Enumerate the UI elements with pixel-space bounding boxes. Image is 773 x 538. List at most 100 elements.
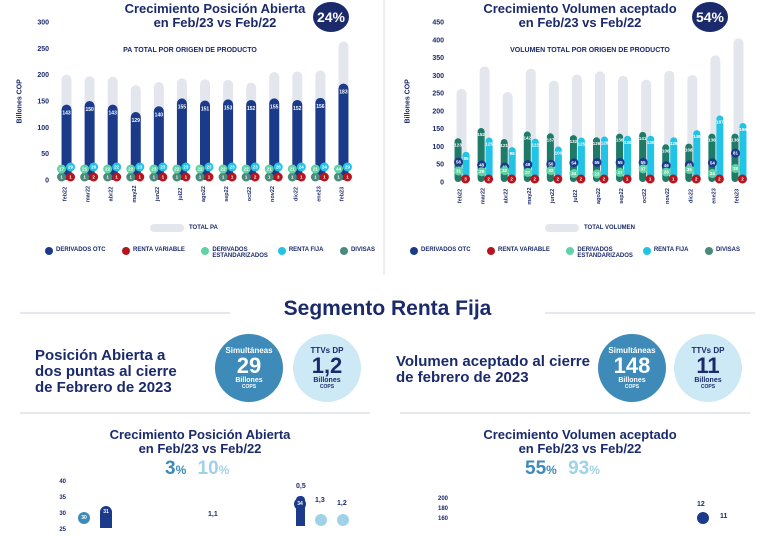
derivados-est-point bbox=[454, 166, 464, 176]
divisas-point-label: 1 bbox=[153, 175, 156, 180]
renta-fija-label: 146 bbox=[693, 134, 701, 139]
left-growth-line1: Crecimiento Posición Abierta bbox=[109, 427, 291, 442]
legend-derivados-est: DERIVADOS ESTANDARIZADOS bbox=[201, 247, 268, 259]
derivados-est-point bbox=[172, 164, 182, 174]
right-growth-line2: en Feb/23 vs Feb/22 bbox=[518, 441, 642, 456]
left-growth-badge: 24% bbox=[313, 2, 349, 32]
derivados-est-point bbox=[730, 163, 740, 173]
derivados-otc-point bbox=[546, 159, 556, 169]
renta-fija-point-label: 23 bbox=[230, 165, 236, 170]
derivados-est-point bbox=[80, 164, 90, 174]
derivados-otc-point bbox=[454, 157, 464, 167]
left-lower-divider bbox=[20, 412, 370, 414]
total-swatch bbox=[545, 224, 579, 232]
divisas-point-label: 1 bbox=[199, 175, 202, 180]
renta-variable-point-label: 2 bbox=[718, 177, 721, 182]
derivados-est-point-label: 23 bbox=[594, 171, 600, 176]
right-legend-total: TOTAL VOLUMEN bbox=[545, 224, 635, 232]
derivados-otc-point bbox=[730, 148, 740, 158]
renta-variable-point bbox=[714, 174, 724, 184]
derivados-est-point bbox=[523, 167, 533, 177]
x-tick-label: abr22 bbox=[109, 187, 115, 202]
mini-text: 0,5 bbox=[296, 483, 306, 490]
x-tick-label: ago22 bbox=[201, 186, 207, 202]
mini-text: 1,1 bbox=[208, 511, 218, 518]
derivados-otc-label: 155 bbox=[178, 104, 187, 110]
derivados-otc-label: 155 bbox=[270, 104, 279, 110]
right-chart-title: Crecimiento Volumen aceptado en Feb/23 v… bbox=[465, 2, 695, 30]
divisas-label: 137 bbox=[547, 137, 555, 142]
derivados-est-point bbox=[684, 165, 694, 175]
renta-variable-point-label: 1 bbox=[162, 175, 165, 180]
derivados-est-point-label: 21 bbox=[313, 167, 319, 172]
derivados-est-point-label: 31 bbox=[456, 168, 462, 173]
bubble-label: TTVs DP bbox=[691, 346, 725, 355]
derivados-otc-point-label: 55 bbox=[618, 160, 624, 165]
renta-fija-point bbox=[135, 162, 145, 172]
derivados-est-point-label: 32 bbox=[548, 168, 554, 173]
renta-variable-point-label: 2 bbox=[534, 177, 537, 182]
x-tick-label: sep22 bbox=[619, 188, 625, 204]
divisas-point-label: 1 bbox=[106, 175, 109, 180]
renta-fija-label: 128 bbox=[601, 140, 609, 145]
right-legend-total-label: TOTAL VOLUMEN bbox=[584, 225, 635, 231]
derivados-est-point bbox=[57, 164, 67, 174]
renta-fija-bar bbox=[508, 147, 516, 182]
x-tick-label: feb22 bbox=[63, 187, 69, 201]
mini-label bbox=[315, 514, 327, 526]
renta-fija-bar bbox=[693, 130, 701, 182]
y-tick-label: 200 bbox=[37, 72, 49, 79]
right-panel-heading: Volumen aceptado al cierre de febrero de… bbox=[396, 353, 590, 386]
renta-variable-point bbox=[576, 174, 586, 184]
bubble-unit2: COPS bbox=[624, 384, 640, 390]
derivados-est-point-label: 21 bbox=[290, 167, 296, 172]
renta-fija-label: 98 bbox=[510, 151, 516, 156]
bubble-unit: Billones bbox=[235, 377, 263, 384]
divisas-point bbox=[264, 172, 274, 182]
renta-variable-point-label: 3 bbox=[277, 175, 280, 180]
legend-renta-fija: RENTA FIJA bbox=[277, 247, 323, 259]
y-tick-label: 100 bbox=[37, 125, 49, 132]
derivados-otc-label: 183 bbox=[339, 90, 348, 96]
y-tick-label: 300 bbox=[432, 73, 444, 80]
derivados-otc-label: 143 bbox=[62, 111, 71, 117]
y-tick-label: 150 bbox=[37, 99, 49, 106]
renta-fija-point bbox=[342, 162, 352, 172]
derivados-est-point bbox=[126, 164, 136, 174]
derivados-otc-bar bbox=[246, 99, 257, 180]
divisas-label: 126 bbox=[593, 141, 601, 146]
derivados-otc-point bbox=[569, 158, 579, 168]
y-tick-label: 450 bbox=[432, 20, 444, 27]
divisas-point bbox=[333, 172, 343, 182]
derivados-otc-point-label: 54 bbox=[571, 160, 577, 165]
bubble-value: 11 bbox=[696, 353, 720, 378]
divisas-point bbox=[172, 172, 182, 182]
renta-fija-point-label: 23 bbox=[183, 165, 189, 170]
x-tick-label: ago22 bbox=[596, 188, 602, 204]
renta-variable-point bbox=[622, 174, 632, 184]
renta-variable-point-label: 1 bbox=[649, 177, 652, 182]
y-tick-label: 250 bbox=[432, 91, 444, 98]
renta-variable-point bbox=[66, 172, 76, 182]
right-mini-yaxis: 200 180 160 bbox=[437, 496, 448, 522]
right-ttvs-bubble: TTVs DP 11 Billones COPS bbox=[674, 334, 742, 402]
derivados-est-point bbox=[546, 166, 556, 176]
renta-fija-bar bbox=[531, 138, 539, 182]
divisas-label: 142 bbox=[524, 136, 532, 141]
divisas-point bbox=[57, 172, 67, 182]
renta-variable-point-label: 1 bbox=[672, 177, 675, 182]
renta-variable-point-label: 1 bbox=[185, 175, 188, 180]
right-pct-b: 93% bbox=[568, 458, 600, 479]
mini-label: 34 bbox=[294, 498, 306, 510]
derivados-est-point bbox=[707, 168, 717, 178]
derivados-est-point bbox=[218, 164, 228, 174]
divisas-point bbox=[287, 172, 297, 182]
derivados-otc-point-label: 56 bbox=[456, 160, 462, 165]
renta-variable-point bbox=[530, 174, 540, 184]
divisas-label: 136 bbox=[731, 138, 739, 143]
derivados-otc-label: 153 bbox=[224, 105, 233, 111]
renta-fija-label: 130 bbox=[624, 140, 632, 145]
renta-variable-point-label: 2 bbox=[92, 175, 95, 180]
x-tick-label: dic22 bbox=[293, 187, 299, 201]
divisas-point-label: 1 bbox=[245, 175, 248, 180]
